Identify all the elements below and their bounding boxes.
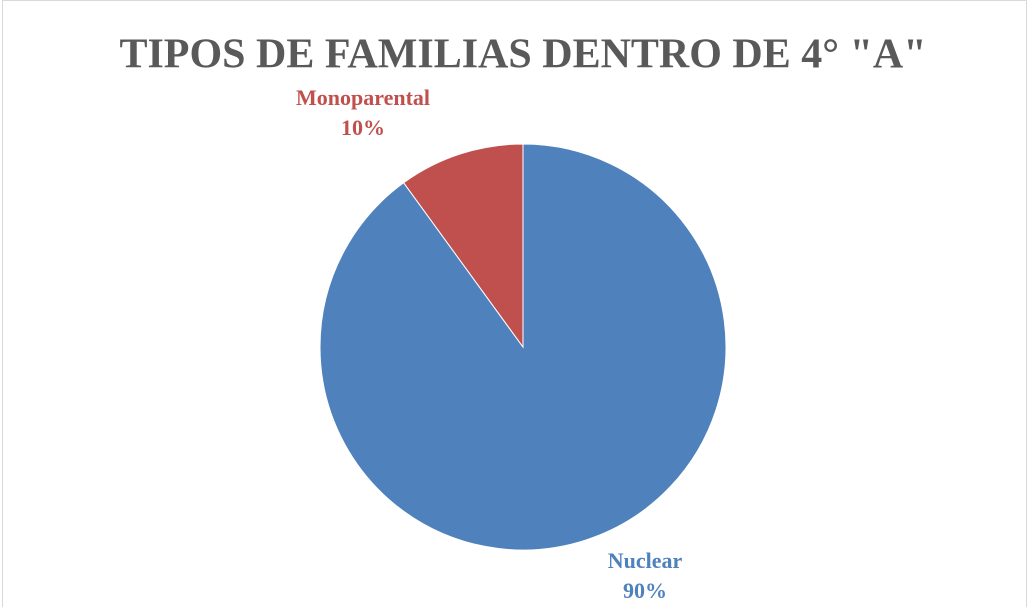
slice-category-label: Monoparental [296,85,430,110]
slice-value-label: 10% [341,115,385,140]
slice-value-label: 90% [623,578,667,603]
chart-title: TIPOS DE FAMILIAS DENTRO DE 4° "A" [119,32,926,78]
slice-category-label: Nuclear [608,548,683,573]
pie-slice [402,143,524,349]
